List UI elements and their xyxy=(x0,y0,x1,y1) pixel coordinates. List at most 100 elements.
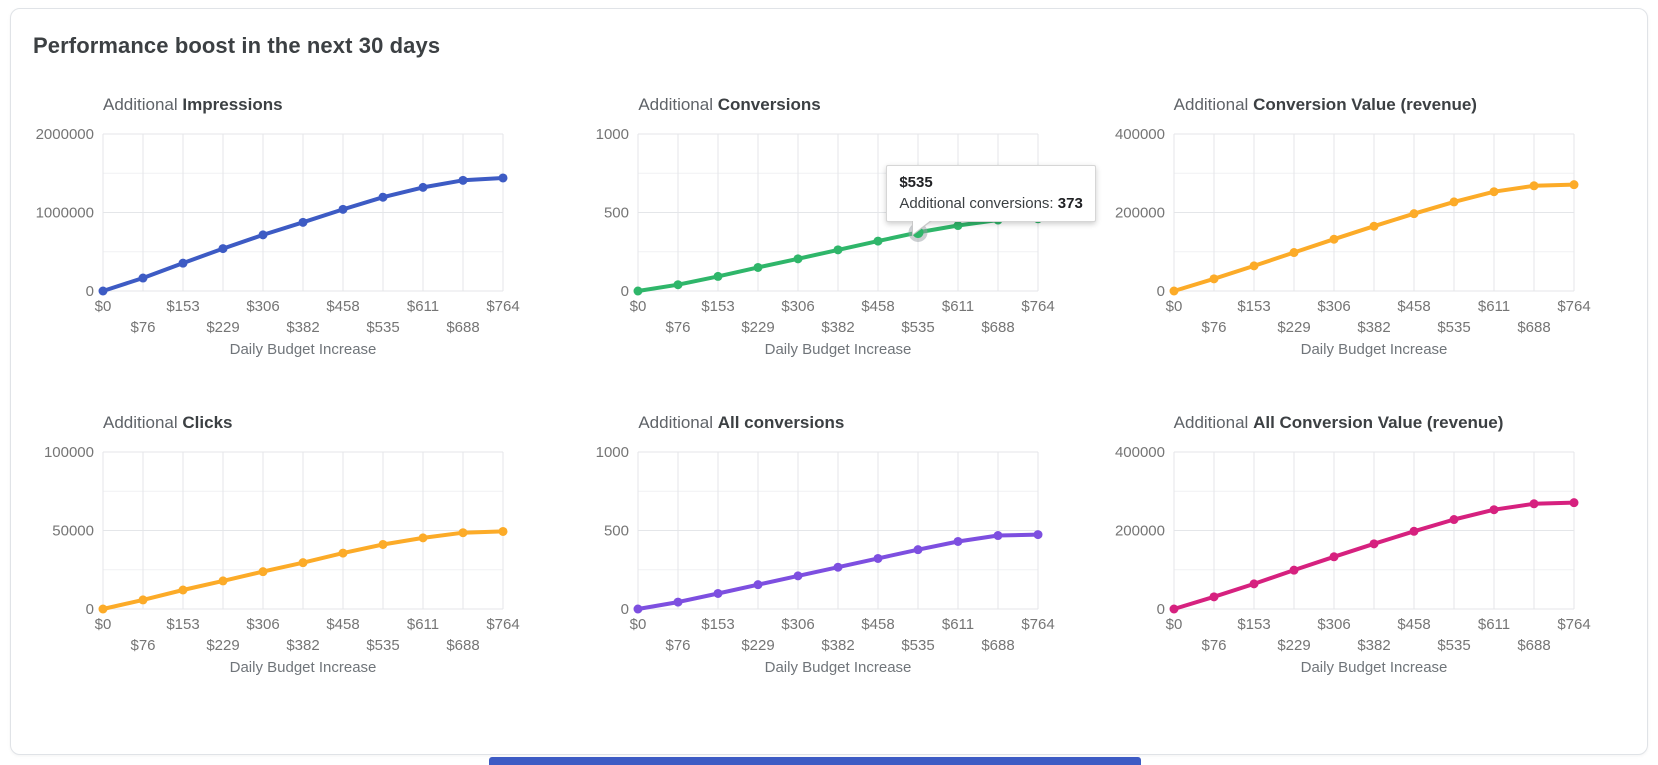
data-point[interactable] xyxy=(1329,552,1339,562)
data-point[interactable] xyxy=(873,236,883,246)
data-point[interactable] xyxy=(833,245,843,255)
x-tick-label: $382 xyxy=(822,319,855,336)
data-point[interactable] xyxy=(178,585,188,595)
data-point[interactable] xyxy=(1409,209,1419,219)
data-point[interactable] xyxy=(218,576,228,586)
data-point[interactable] xyxy=(298,558,308,568)
data-point[interactable] xyxy=(1209,274,1219,284)
chart-title: Additional Clicks xyxy=(103,413,543,433)
gridlines xyxy=(102,451,504,610)
data-point[interactable] xyxy=(1449,515,1459,525)
data-point[interactable] xyxy=(1169,604,1179,614)
data-point[interactable] xyxy=(338,548,348,558)
y-tick-label: 0 xyxy=(621,601,629,618)
data-point[interactable] xyxy=(1249,579,1259,589)
data-point[interactable] xyxy=(633,286,643,296)
data-point[interactable] xyxy=(258,567,268,577)
chart-all-conversion-value-revenue: Additional All Conversion Value (revenue… xyxy=(1104,413,1614,685)
x-tick-label: $458 xyxy=(326,616,359,633)
data-point[interactable] xyxy=(1209,592,1219,602)
chart-impressions: Additional Impressions 0 1000000 2000000 $0… xyxy=(33,95,543,367)
data-point[interactable] xyxy=(793,254,803,264)
data-point[interactable] xyxy=(338,204,348,214)
y-tick-label: 200000 xyxy=(1115,205,1165,222)
data-point[interactable] xyxy=(1569,180,1579,190)
chart-title: Additional Conversion Value (revenue) xyxy=(1174,95,1614,115)
x-tick-label: $229 xyxy=(742,637,775,654)
data-point[interactable] xyxy=(673,597,683,607)
data-point[interactable] xyxy=(713,271,723,281)
tooltip-caret-icon xyxy=(913,220,932,234)
data-point[interactable] xyxy=(873,553,883,563)
data-point[interactable] xyxy=(953,221,963,231)
data-point[interactable] xyxy=(833,562,843,572)
data-point[interactable] xyxy=(298,217,308,227)
chart-plot: 0 200000 400000 $0 $76 $153 $229 $306 $382 $458 $5… xyxy=(1115,126,1591,358)
x-tick-label: $611 xyxy=(1478,298,1510,315)
data-point[interactable] xyxy=(418,182,428,192)
data-point[interactable] xyxy=(98,286,108,296)
data-point[interactable] xyxy=(753,580,763,590)
data-point[interactable] xyxy=(258,230,268,240)
data-point[interactable] xyxy=(1369,221,1379,231)
x-tick-label: $611 xyxy=(942,298,974,315)
data-point[interactable] xyxy=(1409,526,1419,536)
x-tick-label: $76 xyxy=(666,319,691,336)
data-point[interactable] xyxy=(98,604,108,614)
chart-all-conversions: Additional All conversions 0 500 1000 $0 $76… xyxy=(568,413,1078,685)
x-tick-label: $0 xyxy=(1165,616,1182,633)
data-point[interactable] xyxy=(1489,505,1499,515)
data-point[interactable] xyxy=(1569,498,1579,508)
data-point[interactable] xyxy=(418,533,428,543)
data-point[interactable] xyxy=(498,526,508,536)
chart-title-prefix: Additional xyxy=(638,413,713,432)
data-point[interactable] xyxy=(1033,530,1043,540)
data-point[interactable] xyxy=(178,258,188,268)
data-point[interactable] xyxy=(1329,234,1339,244)
data-point[interactable] xyxy=(1369,539,1379,549)
data-point[interactable] xyxy=(138,595,148,605)
data-point[interactable] xyxy=(1529,181,1539,191)
data-point[interactable] xyxy=(458,175,468,185)
data-point[interactable] xyxy=(953,536,963,546)
data-point[interactable] xyxy=(218,244,228,254)
chart-plot: 0 500 1000 $0 $76 $153 $229 $306 $382 $458 $535 $61… xyxy=(596,126,1055,358)
data-point[interactable] xyxy=(138,273,148,283)
chart-plot: 0 200000 400000 $0 $76 $153 $229 $306 $382 $458 $5… xyxy=(1115,444,1591,676)
x-tick-label: $764 xyxy=(1022,298,1055,315)
data-point[interactable] xyxy=(673,280,683,290)
x-tick-label: $458 xyxy=(1397,298,1430,315)
data-point[interactable] xyxy=(713,588,723,598)
x-tick-label: $458 xyxy=(862,616,895,633)
data-point[interactable] xyxy=(633,604,643,614)
x-tick-label: $229 xyxy=(206,637,239,654)
chart-clicks: Additional Clicks 0 50000 100000 $0 $76 $153 $… xyxy=(33,413,543,685)
data-point[interactable] xyxy=(753,262,763,272)
chart-conversion-value-revenue: Additional Conversion Value (revenue) 0 2… xyxy=(1104,95,1614,367)
x-tick-label: $535 xyxy=(902,637,935,654)
data-point[interactable] xyxy=(1289,565,1299,575)
charts-grid: Additional Impressions 0 1000000 2000000 $0… xyxy=(33,95,1625,685)
data-point[interactable] xyxy=(1489,187,1499,197)
data-point[interactable] xyxy=(498,173,508,183)
data-point[interactable] xyxy=(1529,499,1539,509)
data-point[interactable] xyxy=(793,571,803,581)
page-title: Performance boost in the next 30 days xyxy=(33,33,441,58)
x-tick-label: $688 xyxy=(446,319,479,336)
data-point[interactable] xyxy=(378,192,388,202)
data-point[interactable] xyxy=(458,528,468,538)
x-tick-label: $76 xyxy=(1201,319,1226,336)
gridlines xyxy=(1173,133,1575,292)
data-point[interactable] xyxy=(1169,286,1179,296)
data-point[interactable] xyxy=(1449,197,1459,207)
x-tick-label: $0 xyxy=(630,298,647,315)
tooltip: $535 Additional conversions: 373 xyxy=(886,165,1096,236)
data-point[interactable] xyxy=(913,545,923,555)
y-tick-label: 0 xyxy=(86,601,94,618)
x-tick-label: $229 xyxy=(1277,637,1310,654)
x-tick-label: $153 xyxy=(166,616,199,633)
data-point[interactable] xyxy=(1249,261,1259,271)
data-point[interactable] xyxy=(378,539,388,549)
data-point[interactable] xyxy=(1289,248,1299,258)
data-point[interactable] xyxy=(993,531,1003,541)
